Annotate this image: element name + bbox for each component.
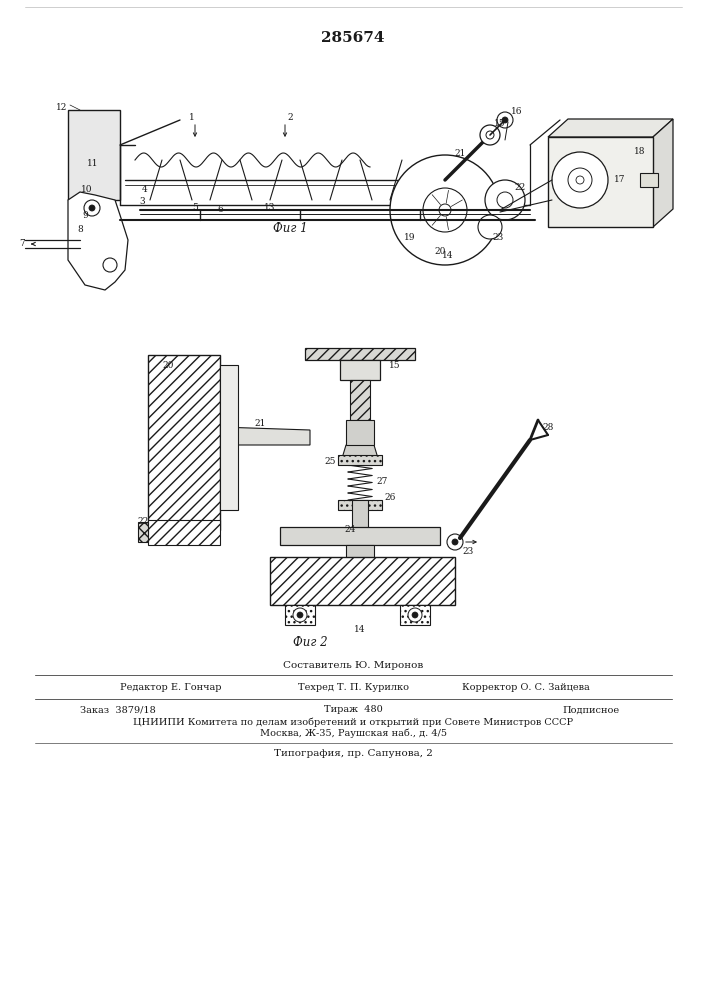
- Text: 2: 2: [287, 113, 293, 122]
- Text: 17: 17: [614, 176, 626, 184]
- Text: Заказ  3879/18: Заказ 3879/18: [80, 706, 156, 714]
- Polygon shape: [340, 445, 380, 465]
- Text: 3: 3: [139, 198, 145, 207]
- Text: Составитель Ю. Миронов: Составитель Ю. Миронов: [283, 660, 423, 670]
- Circle shape: [576, 176, 584, 184]
- Bar: [68, 110, 120, 200]
- Circle shape: [485, 180, 525, 220]
- Circle shape: [89, 205, 95, 211]
- Text: 1: 1: [189, 113, 195, 122]
- Text: 16: 16: [511, 107, 522, 116]
- Text: 15: 15: [389, 360, 401, 369]
- Text: 22: 22: [137, 518, 148, 526]
- Text: 6: 6: [217, 206, 223, 215]
- Text: 22: 22: [515, 184, 525, 192]
- Text: Техред Т. П. Курилко: Техред Т. П. Курилко: [298, 682, 409, 692]
- Text: 21: 21: [255, 420, 266, 428]
- Bar: [305, 348, 415, 360]
- Text: 24: 24: [344, 526, 356, 534]
- Circle shape: [497, 192, 513, 208]
- Text: 11: 11: [87, 159, 99, 168]
- Text: Москва, Ж-35, Раушская наб., д. 4/5: Москва, Ж-35, Раушская наб., д. 4/5: [259, 728, 447, 738]
- Circle shape: [447, 534, 463, 550]
- Text: 28: 28: [542, 424, 554, 432]
- Text: 18: 18: [634, 147, 645, 156]
- Text: Фиг 2: Фиг 2: [293, 636, 327, 648]
- Polygon shape: [220, 427, 310, 445]
- Bar: [338, 500, 382, 510]
- Circle shape: [423, 188, 467, 232]
- Circle shape: [497, 112, 513, 128]
- Bar: [350, 380, 370, 420]
- Polygon shape: [68, 192, 128, 290]
- Text: Тираж  480: Тираж 480: [324, 706, 382, 714]
- Text: 285674: 285674: [321, 31, 385, 45]
- Bar: [285, 605, 315, 625]
- Bar: [346, 420, 374, 445]
- Text: 8: 8: [77, 226, 83, 234]
- Text: 7: 7: [19, 239, 25, 248]
- Bar: [148, 355, 220, 530]
- Bar: [400, 605, 430, 625]
- Text: Фиг 1: Фиг 1: [273, 222, 308, 234]
- Bar: [352, 500, 368, 535]
- Circle shape: [452, 539, 458, 545]
- Circle shape: [103, 258, 117, 272]
- Text: 13: 13: [264, 204, 276, 213]
- Text: 27: 27: [376, 478, 387, 487]
- Text: 20: 20: [163, 360, 174, 369]
- Text: 19: 19: [404, 233, 416, 242]
- Circle shape: [390, 155, 500, 265]
- Bar: [640, 173, 658, 187]
- Text: Корректор О. С. Зайцева: Корректор О. С. Зайцева: [462, 682, 590, 692]
- Circle shape: [408, 608, 422, 622]
- Text: 15: 15: [494, 119, 506, 128]
- Bar: [338, 455, 382, 465]
- Polygon shape: [653, 119, 673, 227]
- Bar: [270, 557, 455, 605]
- Text: 5: 5: [192, 204, 198, 213]
- Text: 12: 12: [57, 103, 68, 111]
- Bar: [280, 527, 440, 545]
- Bar: [220, 365, 238, 510]
- Text: 9: 9: [82, 211, 88, 220]
- Circle shape: [568, 168, 592, 192]
- Circle shape: [480, 125, 500, 145]
- Circle shape: [84, 200, 100, 216]
- Text: 26: 26: [385, 493, 396, 502]
- Circle shape: [439, 204, 451, 216]
- Text: 20: 20: [434, 247, 445, 256]
- Bar: [340, 360, 380, 380]
- Text: Подписное: Подписное: [563, 706, 620, 714]
- Text: ЦНИИПИ Комитета по делам изобретений и открытий при Совете Министров СССР: ЦНИИПИ Комитета по делам изобретений и о…: [133, 717, 573, 727]
- Polygon shape: [548, 119, 673, 137]
- Bar: [346, 545, 374, 565]
- Circle shape: [552, 152, 608, 208]
- Text: 10: 10: [81, 186, 93, 194]
- Bar: [548, 137, 653, 227]
- Circle shape: [293, 608, 307, 622]
- Circle shape: [297, 612, 303, 618]
- Circle shape: [486, 131, 494, 139]
- Text: 14: 14: [443, 250, 454, 259]
- Bar: [148, 520, 220, 545]
- Circle shape: [412, 612, 418, 618]
- Text: Редактор Е. Гончар: Редактор Е. Гончар: [120, 682, 221, 692]
- Text: Типография, пр. Сапунова, 2: Типография, пр. Сапунова, 2: [274, 748, 433, 758]
- Text: 23: 23: [492, 233, 503, 242]
- Text: 23: 23: [462, 548, 474, 556]
- Circle shape: [478, 215, 502, 239]
- Bar: [138, 522, 148, 542]
- Text: 21: 21: [455, 149, 466, 158]
- Text: 25: 25: [325, 456, 336, 466]
- Text: 14: 14: [354, 626, 366, 635]
- Text: 4: 4: [142, 186, 148, 194]
- Circle shape: [502, 117, 508, 123]
